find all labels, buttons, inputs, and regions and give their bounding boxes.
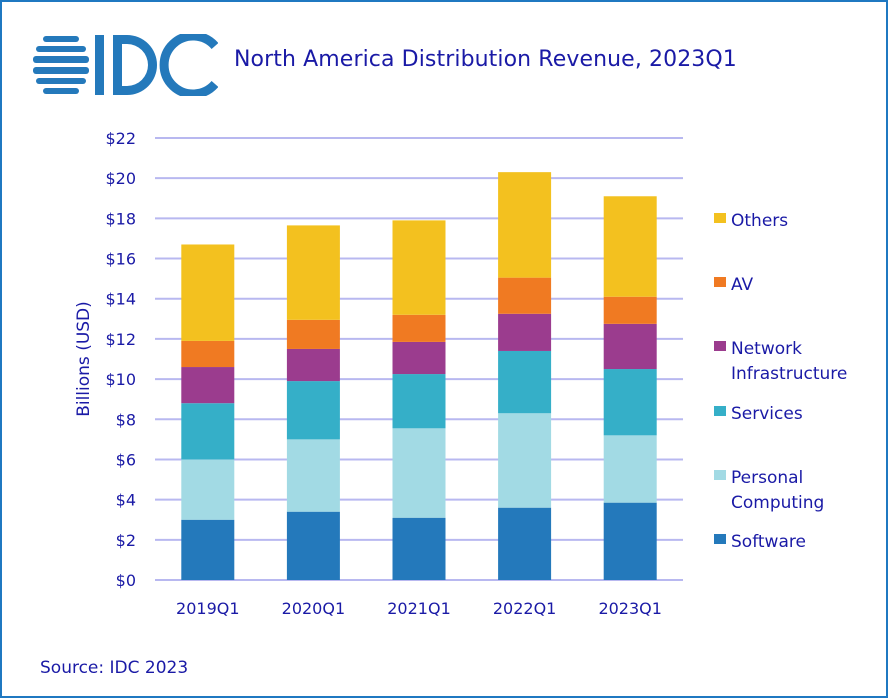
bars bbox=[181, 172, 657, 580]
y-tick-label: $0 bbox=[116, 571, 136, 590]
bar-stack-2022Q1 bbox=[498, 172, 552, 580]
source-note: Source: IDC 2023 bbox=[40, 658, 189, 678]
y-axis-ticks: $0 $2 $4 $6 $8 $10 $12 $14 $16 $18 $20 $22 bbox=[105, 129, 136, 590]
bar-segment-av bbox=[603, 296, 657, 324]
legend-label: Services bbox=[731, 404, 803, 424]
bar-segment-others bbox=[392, 220, 446, 315]
bar-segment-services bbox=[603, 369, 657, 436]
bar-stack-2020Q1 bbox=[286, 225, 340, 580]
y-tick-label: $14 bbox=[105, 290, 136, 309]
legend-item: Personal Computing bbox=[714, 468, 824, 513]
bar-segment-av bbox=[181, 340, 235, 368]
bar-segment-personal-computing bbox=[392, 428, 446, 518]
y-tick-label: $8 bbox=[116, 410, 136, 429]
legend-item: AV bbox=[714, 275, 754, 295]
legend-label: Computing bbox=[731, 493, 824, 513]
bar-segment-av bbox=[498, 277, 552, 314]
legend-label: Software bbox=[731, 532, 806, 552]
legend-swatch bbox=[714, 213, 726, 223]
bar-segment-others bbox=[498, 172, 552, 278]
bar-segment-network-infrastructure bbox=[286, 348, 340, 382]
bar-stack-2019Q1 bbox=[181, 244, 235, 580]
bar-segment-others bbox=[603, 196, 657, 297]
bar-segment-av bbox=[286, 319, 340, 349]
bar-segment-network-infrastructure bbox=[498, 313, 552, 351]
bar-segment-software bbox=[603, 502, 657, 580]
legend-item: Services bbox=[714, 404, 803, 424]
y-tick-label: $18 bbox=[105, 209, 136, 228]
legend-label: Network bbox=[731, 339, 802, 359]
bar-segment-software bbox=[498, 507, 552, 580]
bar-stack-2023Q1 bbox=[603, 196, 657, 580]
bar-stack-2021Q1 bbox=[392, 220, 446, 580]
legend-label: AV bbox=[731, 275, 754, 295]
bar-segment-software bbox=[392, 517, 446, 580]
bar-segment-personal-computing bbox=[181, 459, 235, 520]
logo-letter-c bbox=[159, 34, 218, 96]
legend-item: Software bbox=[714, 532, 806, 552]
y-tick-label: $6 bbox=[116, 450, 136, 469]
x-tick-label: 2020Q1 bbox=[282, 599, 346, 618]
y-tick-label: $4 bbox=[116, 491, 136, 510]
bar-segment-network-infrastructure bbox=[392, 341, 446, 375]
bar-segment-services bbox=[498, 350, 552, 414]
bar-segment-network-infrastructure bbox=[603, 323, 657, 370]
legend-label: Personal bbox=[731, 468, 803, 488]
y-tick-label: $12 bbox=[105, 330, 136, 349]
legend: Others AV Network Infrastructure Services Per… bbox=[714, 211, 847, 552]
logo-letter-i bbox=[95, 35, 104, 95]
legend-swatch bbox=[714, 470, 726, 480]
legend-swatch bbox=[714, 277, 726, 287]
legend-label: Infrastructure bbox=[731, 364, 847, 384]
bar-segment-software bbox=[286, 511, 340, 580]
globe-icon bbox=[33, 36, 89, 94]
bar-segment-software bbox=[181, 519, 235, 580]
bar-segment-services bbox=[181, 403, 235, 460]
legend-swatch bbox=[714, 406, 726, 416]
y-tick-label: $16 bbox=[105, 250, 136, 269]
y-tick-label: $22 bbox=[105, 129, 136, 148]
legend-swatch bbox=[714, 534, 726, 544]
legend-label: Others bbox=[731, 211, 788, 231]
bar-segment-services bbox=[392, 374, 446, 429]
idc-logo bbox=[33, 34, 218, 96]
legend-item: Others bbox=[714, 211, 788, 231]
y-tick-label: $10 bbox=[105, 370, 136, 389]
x-axis-ticks: 2019Q1 2020Q1 2021Q1 2022Q1 2023Q1 bbox=[176, 599, 662, 618]
chart-title: North America Distribution Revenue, 2023… bbox=[234, 47, 737, 72]
bar-segment-personal-computing bbox=[603, 435, 657, 503]
bar-segment-others bbox=[181, 244, 235, 341]
bar-segment-network-infrastructure bbox=[181, 367, 235, 404]
bar-segment-av bbox=[392, 314, 446, 342]
y-tick-label: $2 bbox=[116, 531, 136, 550]
x-tick-label: 2023Q1 bbox=[598, 599, 662, 618]
legend-swatch bbox=[714, 341, 726, 351]
bar-segment-services bbox=[286, 381, 340, 440]
legend-item: Network Infrastructure bbox=[714, 339, 847, 384]
y-tick-label: $20 bbox=[105, 169, 136, 188]
x-tick-label: 2021Q1 bbox=[387, 599, 451, 618]
y-axis-label: Billions (USD) bbox=[74, 301, 94, 417]
x-tick-label: 2022Q1 bbox=[493, 599, 557, 618]
bar-segment-others bbox=[286, 225, 340, 320]
x-tick-label: 2019Q1 bbox=[176, 599, 240, 618]
bar-segment-personal-computing bbox=[498, 413, 552, 508]
logo-letter-d bbox=[113, 35, 157, 95]
bar-segment-personal-computing bbox=[286, 439, 340, 512]
